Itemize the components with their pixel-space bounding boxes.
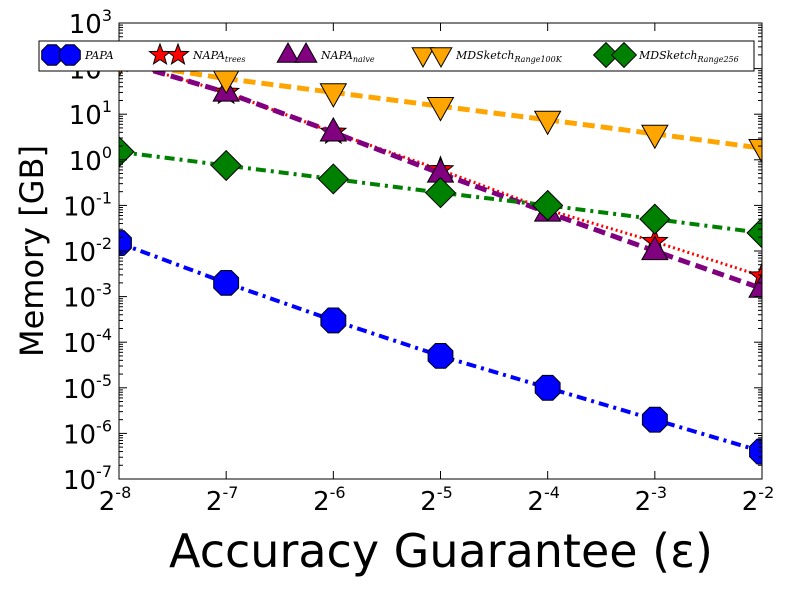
data-point [532, 189, 564, 221]
data-point [210, 149, 242, 182]
legend-entry-2: NAPAnaive [276, 41, 375, 64]
data-point [213, 270, 240, 296]
data-point [533, 110, 562, 136]
data-point [119, 136, 135, 168]
legend-marker [610, 41, 638, 69]
x-tick-label: 2-4 [527, 483, 560, 517]
y-tick-label: 103 [69, 6, 112, 40]
legend-entry-4: MDSketchRange256 [592, 41, 739, 69]
data-point [427, 343, 454, 369]
x-tick-label: 2-6 [313, 483, 346, 517]
legend-marker [411, 47, 435, 69]
legend: PAPA NAPAtrees NAPAnaive MDSketchRange100K M… [38, 40, 755, 72]
data-point [319, 83, 348, 108]
y-tick-label: 10-4 [63, 325, 112, 359]
legend-label: PAPA [84, 49, 114, 62]
data-point [534, 374, 561, 401]
data-point [746, 217, 762, 249]
x-tick-label: 2-8 [99, 483, 132, 517]
series-layer [119, 45, 762, 465]
series-4 [119, 136, 762, 249]
y-tick-label: 101 [69, 97, 112, 131]
legend-marker [592, 41, 620, 69]
y-tick-labels: 10-710-610-510-410-310-210-1100101102103 [63, 6, 112, 496]
legend-entry-0: PAPA [41, 44, 114, 66]
x-tick-label: 2-5 [420, 483, 453, 517]
data-point [639, 203, 671, 235]
x-tick-label: 2-3 [635, 483, 668, 517]
data-point [426, 97, 455, 122]
legend-marker [429, 47, 453, 69]
data-point [641, 406, 668, 433]
data-point [748, 273, 762, 298]
legend-marker [59, 44, 81, 66]
legend-label: MDSketchRange100K [455, 49, 563, 64]
y-tick-label: 100 [69, 143, 112, 177]
legend-marker [276, 41, 300, 63]
data-point [641, 235, 669, 261]
legend-label: NAPAtrees [192, 49, 246, 64]
data-point [317, 163, 349, 195]
x-axis-label: Accuracy Guarantee (ε) [169, 524, 713, 578]
y-tick-label: 10-6 [63, 416, 112, 450]
legend-marker [294, 41, 318, 63]
data-point [641, 124, 669, 150]
data-point [424, 177, 457, 209]
x-tick-label: 2-7 [206, 483, 239, 517]
y-tick-label: 10-3 [63, 280, 112, 314]
legend-entry-1: NAPAtrees [148, 42, 246, 66]
legend-label: MDSketchRange256 [638, 49, 739, 64]
y-tick-label: 10-1 [63, 188, 112, 222]
data-point [748, 139, 762, 164]
legend-marker [166, 42, 190, 66]
x-tick-labels: 2-8 2-7 2-6 2-5 2-4 2-3 2-2 [99, 483, 775, 517]
data-point [319, 116, 348, 142]
legend-entry-3: MDSketchRange100K [411, 47, 563, 69]
legend-label: NAPAnaive [320, 49, 375, 64]
plot-frame [118, 22, 763, 480]
legend-marker [41, 44, 63, 66]
y-tick-label: 10-5 [63, 371, 112, 405]
x-tick-label: 2-2 [742, 483, 775, 517]
data-point [320, 307, 347, 334]
series-0 [119, 230, 762, 465]
y-tick-label: 10-7 [63, 462, 112, 496]
y-axis-label: Memory [GB] [13, 145, 51, 357]
y-tick-label: 10-2 [63, 234, 112, 268]
data-point [749, 438, 762, 465]
